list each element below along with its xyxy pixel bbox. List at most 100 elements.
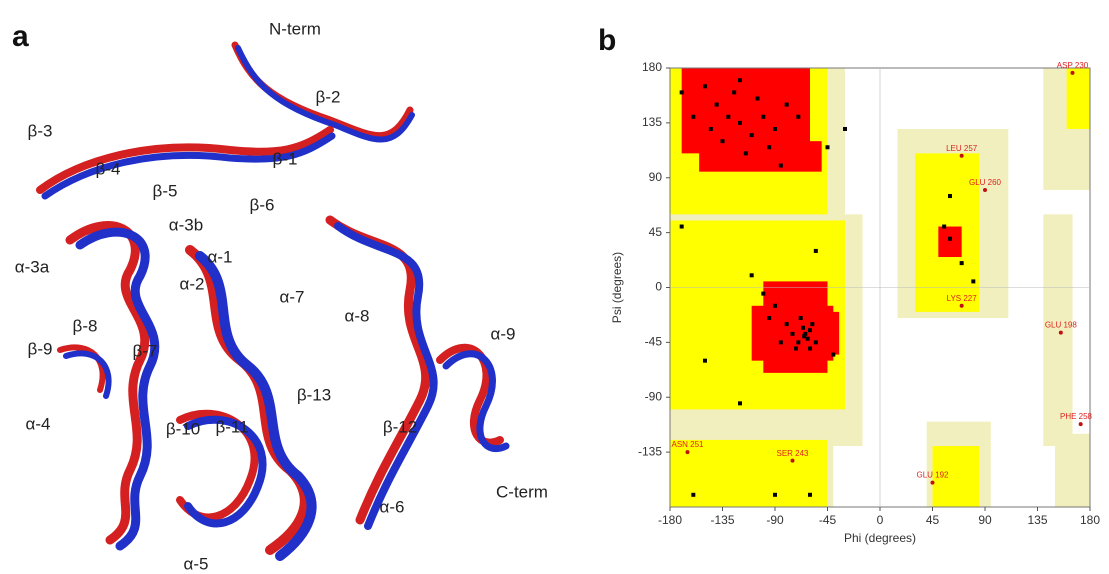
residue-point bbox=[755, 96, 760, 101]
allowed-region bbox=[670, 439, 828, 507]
outlier-point bbox=[959, 303, 964, 308]
allowed-region bbox=[1066, 68, 1090, 129]
residue-point bbox=[808, 328, 812, 333]
residue-point bbox=[767, 145, 772, 150]
residue-point bbox=[778, 340, 783, 345]
residue-point bbox=[802, 334, 807, 339]
residue-point bbox=[761, 291, 766, 296]
structure-label: β-12 bbox=[383, 417, 417, 436]
residue-point bbox=[778, 163, 783, 168]
structure-label: β-8 bbox=[73, 316, 98, 335]
outlier-label: LYS 227 bbox=[947, 294, 978, 303]
residue-point bbox=[738, 120, 742, 125]
residue-point bbox=[784, 322, 789, 327]
residue-point bbox=[720, 139, 725, 144]
outlier-label: SER 243 bbox=[776, 449, 809, 458]
outlier-point bbox=[685, 450, 690, 455]
outlier-point bbox=[983, 187, 987, 192]
panel-letter: b bbox=[598, 24, 616, 57]
structure-label: β-4 bbox=[96, 159, 121, 178]
structure-label: α-4 bbox=[26, 414, 51, 433]
y-tick-label: 180 bbox=[642, 60, 662, 74]
structure-label: β-9 bbox=[28, 339, 53, 358]
structure-label: α-3a bbox=[15, 257, 50, 276]
residue-point bbox=[959, 261, 964, 266]
core-region bbox=[681, 68, 810, 154]
generous-region bbox=[1043, 214, 1073, 447]
residue-point bbox=[796, 114, 801, 119]
x-tick-label: -180 bbox=[658, 513, 682, 527]
y-tick-label: -45 bbox=[645, 335, 663, 349]
structure-label: β-5 bbox=[153, 181, 178, 200]
structure-label: α-8 bbox=[345, 306, 370, 325]
outlier-label: GLU 192 bbox=[916, 471, 949, 480]
structure-label: β-10 bbox=[166, 419, 200, 438]
outlier-point bbox=[930, 480, 935, 485]
residue-point bbox=[796, 340, 801, 345]
y-tick-label: 0 bbox=[655, 280, 662, 294]
structure-label: β-2 bbox=[316, 87, 341, 106]
structure-label: α-2 bbox=[180, 274, 205, 293]
allowed-region bbox=[932, 446, 980, 507]
panel-letter: a bbox=[12, 20, 29, 53]
residue-point bbox=[749, 133, 754, 138]
residue-point bbox=[773, 303, 777, 308]
structure-label: β-1 bbox=[273, 149, 298, 168]
residue-point bbox=[948, 236, 952, 241]
residue-point bbox=[767, 315, 772, 320]
outlier-label: LEU 257 bbox=[946, 144, 978, 153]
residue-point bbox=[738, 78, 742, 83]
residue-point bbox=[843, 126, 847, 131]
outlier-point bbox=[1078, 422, 1083, 427]
residue-point bbox=[805, 336, 810, 341]
residue-point bbox=[803, 331, 808, 336]
x-tick-label: -45 bbox=[819, 513, 837, 527]
structure-label: C-term bbox=[496, 482, 548, 501]
outlier-point bbox=[1058, 330, 1063, 335]
residue-point bbox=[790, 331, 795, 336]
residue-point bbox=[971, 279, 976, 284]
structure-label: β-6 bbox=[250, 195, 275, 214]
x-axis-label: Phi (degrees) bbox=[844, 531, 916, 545]
x-tick-label: -135 bbox=[710, 513, 734, 527]
y-axis-label: Psi (degrees) bbox=[610, 252, 624, 323]
structure-label: α-3b bbox=[169, 215, 203, 234]
residue-point bbox=[679, 224, 684, 229]
residue-point bbox=[813, 340, 818, 345]
residue-point bbox=[738, 401, 742, 406]
y-tick-label: -135 bbox=[638, 444, 662, 458]
residue-point bbox=[825, 145, 830, 150]
outlier-label: PHE 258 bbox=[1060, 412, 1093, 421]
residue-point bbox=[808, 346, 812, 351]
x-tick-label: -90 bbox=[766, 513, 784, 527]
residue-point bbox=[831, 352, 836, 357]
residue-point bbox=[801, 325, 805, 330]
y-tick-label: -90 bbox=[645, 389, 663, 403]
core-region bbox=[938, 226, 962, 258]
residue-point bbox=[691, 114, 696, 119]
structure-label: β-13 bbox=[297, 385, 331, 404]
structure-label: α-7 bbox=[280, 287, 305, 306]
y-tick-label: 135 bbox=[642, 115, 662, 129]
x-tick-label: 180 bbox=[1080, 513, 1100, 527]
structure-label: α-9 bbox=[491, 324, 516, 343]
residue-point bbox=[948, 194, 952, 199]
structure-label: α-6 bbox=[380, 497, 405, 516]
outlier-label: GLU 260 bbox=[969, 178, 1002, 187]
residue-point bbox=[794, 346, 798, 351]
x-tick-label: 135 bbox=[1027, 513, 1047, 527]
residue-point bbox=[679, 90, 684, 95]
structure-label: N-term bbox=[269, 19, 321, 38]
residue-point bbox=[732, 90, 737, 95]
outlier-label: GLU 198 bbox=[1045, 321, 1078, 330]
structure-label: β-11 bbox=[215, 417, 248, 436]
residue-point bbox=[773, 126, 777, 131]
residue-point bbox=[813, 248, 818, 253]
residue-point bbox=[726, 114, 731, 119]
x-tick-label: 90 bbox=[978, 513, 992, 527]
residue-point bbox=[708, 126, 713, 131]
residue-point bbox=[808, 492, 812, 497]
residue-point bbox=[703, 358, 707, 363]
structure-label: α-1 bbox=[208, 247, 233, 266]
